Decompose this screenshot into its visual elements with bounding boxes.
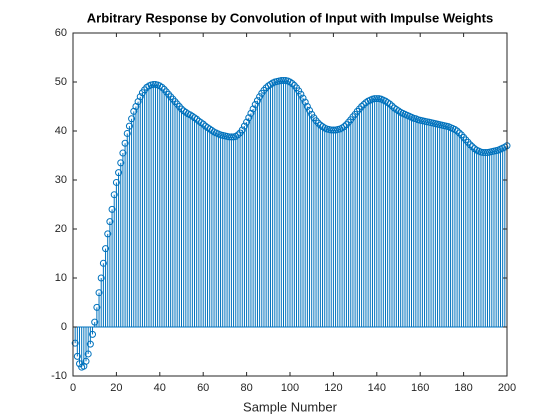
- stem-marker: [299, 94, 307, 102]
- x-tick-label: 0: [70, 382, 76, 394]
- stem-marker: [112, 178, 120, 186]
- stem-marker: [373, 95, 381, 103]
- y-tick-label: -10: [51, 370, 67, 382]
- stem-marker: [115, 169, 123, 177]
- stem-marker: [149, 80, 157, 88]
- stem-marker: [110, 191, 118, 199]
- stem-marker: [178, 105, 185, 113]
- stem-marker: [97, 274, 105, 282]
- stem-marker: [247, 109, 255, 117]
- stem-marker: [297, 90, 305, 98]
- stem-marker: [102, 245, 110, 253]
- stem-marker: [73, 352, 81, 360]
- stem-marker: [243, 118, 251, 126]
- stem-marker: [121, 139, 129, 147]
- stem-marker: [466, 141, 474, 149]
- stem-marker: [308, 110, 316, 118]
- stem-marker: [358, 103, 366, 110]
- stem-marker: [234, 131, 242, 139]
- y-tick-label: 50: [55, 76, 67, 88]
- chart-title: Arbitrary Response by Convolution of Inp…: [87, 10, 493, 25]
- stem-marker: [240, 122, 248, 130]
- y-tick-label: 30: [55, 174, 67, 186]
- stem-marker: [128, 115, 136, 123]
- x-tick-label: 100: [281, 382, 299, 394]
- stem-marker: [256, 93, 264, 101]
- stem-marker: [360, 101, 368, 109]
- y-tick-label: 60: [55, 27, 67, 39]
- stem-marker: [158, 83, 166, 91]
- stem-marker: [279, 77, 287, 85]
- stem-marker: [84, 350, 92, 358]
- stem-marker: [301, 98, 309, 106]
- stem-marker: [340, 123, 348, 131]
- stem-marker: [199, 120, 207, 128]
- x-tick-label: 120: [324, 382, 342, 394]
- stem-marker: [93, 303, 101, 311]
- stem-marker: [371, 95, 379, 103]
- stem-marker: [295, 87, 303, 95]
- stem-marker: [479, 149, 487, 157]
- stem-marker: [125, 122, 133, 130]
- stem-marker: [262, 84, 270, 92]
- x-tick-label: 160: [411, 382, 429, 394]
- stem-marker: [303, 103, 311, 110]
- stem-marker: [388, 102, 396, 110]
- y-tick-label: 0: [61, 321, 67, 333]
- stem-marker: [136, 93, 144, 101]
- stem-marker: [82, 357, 90, 365]
- x-tick-label: 40: [154, 382, 166, 394]
- x-tick-label: 140: [368, 382, 386, 394]
- stem-marker: [95, 289, 103, 297]
- stem-marker: [251, 101, 259, 109]
- stem-marker: [104, 230, 112, 238]
- stem-marker: [225, 133, 233, 141]
- x-tick-label: 180: [454, 382, 472, 394]
- stem-marker: [119, 149, 127, 157]
- y-tick-label: 40: [55, 125, 67, 137]
- x-tick-label: 20: [110, 382, 122, 394]
- stem-marker: [453, 127, 461, 135]
- stem-marker: [238, 126, 246, 134]
- stem-marker: [455, 129, 463, 137]
- x-tick-label: 200: [498, 382, 516, 394]
- stem-marker: [468, 143, 476, 151]
- stem-marker: [91, 318, 99, 326]
- stem-marker: [288, 79, 296, 87]
- stem-marker: [86, 340, 94, 348]
- stem-marker: [253, 97, 261, 105]
- y-tick-label: 10: [55, 272, 67, 284]
- stem-marker: [277, 77, 285, 85]
- stem-marker: [481, 149, 489, 157]
- stem-marker: [108, 205, 116, 213]
- x-tick-label: 80: [240, 382, 252, 394]
- stem-marker: [89, 330, 97, 338]
- stem-marker: [386, 100, 394, 108]
- stem-marker: [193, 115, 201, 123]
- stem-marker: [245, 114, 253, 122]
- stem-marker: [327, 126, 335, 134]
- x-axis-label: Sample Number: [243, 399, 338, 414]
- stem-marker: [227, 133, 235, 141]
- stem-marker: [106, 218, 114, 226]
- stem-marker: [71, 339, 79, 347]
- plot-area: 0 20 40 60 80 100 120 140 160 180 200-100102030405…: [51, 27, 516, 394]
- stem-marker: [249, 105, 257, 113]
- stem-marker: [123, 129, 131, 137]
- y-tick-label: 20: [55, 223, 67, 235]
- stem-marker: [329, 126, 337, 134]
- stem-marker: [99, 259, 107, 267]
- stem-marker: [306, 106, 314, 114]
- stem-marker: [314, 119, 322, 127]
- x-tick-label: 60: [197, 382, 209, 394]
- stem-marker: [117, 159, 125, 167]
